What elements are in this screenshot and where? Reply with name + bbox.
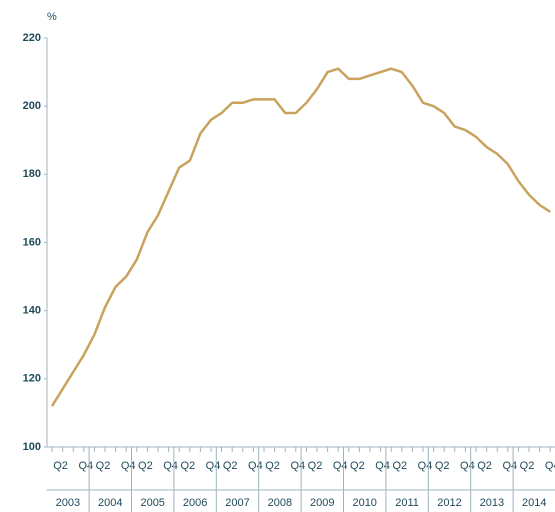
x-tick-label: Q2 [520, 460, 535, 472]
year-label: 2014 [522, 497, 546, 509]
year-label: 2011 [395, 497, 419, 509]
year-label: 2007 [225, 497, 249, 509]
y-tick-label: 160 [23, 236, 41, 248]
x-tick-label: Q2 [392, 460, 407, 472]
x-tick-label: Q2 [350, 460, 365, 472]
x-tick-label: Q4 [545, 460, 555, 472]
x-tick-label: Q2 [138, 460, 153, 472]
x-tick-label: Q4 [375, 460, 390, 472]
x-tick-label: Q4 [206, 460, 221, 472]
x-tick-label: Q4 [333, 460, 348, 472]
x-tick-label: Q4 [121, 460, 136, 472]
x-tick-label: Q4 [163, 460, 178, 472]
x-tick-label: Q4 [78, 460, 93, 472]
year-label: 2008 [268, 497, 292, 509]
y-tick-label: 200 [23, 100, 41, 112]
x-tick-label: Q2 [435, 460, 450, 472]
year-label: 2004 [98, 497, 122, 509]
year-label: 2005 [140, 497, 164, 509]
x-tick-label: Q4 [460, 460, 475, 472]
x-tick-label: Q2 [265, 460, 280, 472]
y-tick-label: 120 [23, 373, 41, 385]
x-tick-label: Q2 [96, 460, 111, 472]
x-tick-label: Q4 [418, 460, 433, 472]
y-tick-label: 140 [23, 305, 41, 317]
x-tick-label: Q4 [502, 460, 517, 472]
year-label: 2003 [56, 497, 80, 509]
year-label: 2013 [480, 497, 504, 509]
year-label: 2010 [352, 497, 376, 509]
year-label: 2009 [310, 497, 334, 509]
x-tick-label: Q2 [53, 460, 68, 472]
year-label: 2012 [437, 497, 461, 509]
x-tick-label: Q4 [290, 460, 305, 472]
x-tick-label: Q2 [477, 460, 492, 472]
x-tick-label: Q2 [308, 460, 323, 472]
y-axis-label: % [47, 11, 57, 23]
x-tick-label: Q4 [248, 460, 263, 472]
x-tick-label: Q2 [180, 460, 195, 472]
y-tick-label: 220 [23, 32, 41, 44]
line-series [50, 67, 551, 407]
year-label: 2006 [183, 497, 207, 509]
x-tick-label: Q2 [223, 460, 238, 472]
y-tick-label: 180 [23, 168, 41, 180]
y-tick-label: 100 [23, 441, 41, 453]
